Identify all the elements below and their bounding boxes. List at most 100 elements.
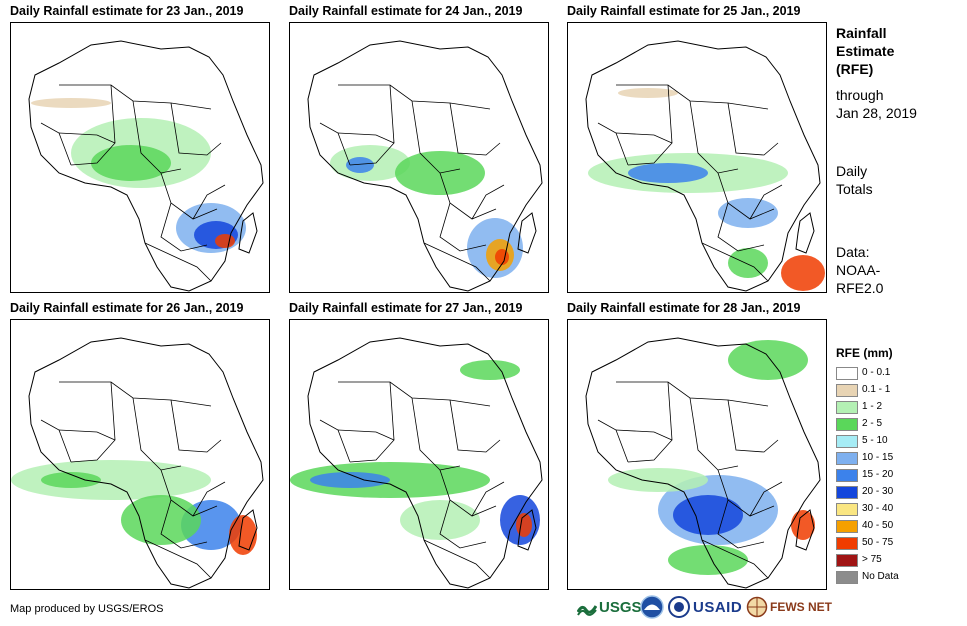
country-border xyxy=(717,202,765,252)
country-border xyxy=(749,184,783,220)
country-border xyxy=(627,84,673,166)
country-border xyxy=(337,132,395,144)
legend-label: 1 - 2 xyxy=(862,401,883,412)
country-border xyxy=(160,499,208,549)
rainfall-area xyxy=(121,495,201,545)
rainfall-map xyxy=(10,319,270,590)
legend-swatch xyxy=(836,537,858,550)
legend-label: 2 - 5 xyxy=(862,418,883,429)
country-border xyxy=(144,539,212,579)
country-border xyxy=(615,132,673,144)
rainfall-area xyxy=(400,500,480,540)
panel-title: Daily Rainfall estimate for 25 Jan., 201… xyxy=(567,4,801,18)
country-border xyxy=(717,172,775,220)
africa-map xyxy=(290,23,548,292)
rainfall-area xyxy=(608,468,708,492)
through-date: Jan 28, 2019 xyxy=(836,105,917,121)
rainfall-area xyxy=(781,255,825,291)
country-border xyxy=(717,499,765,549)
africa-map xyxy=(11,320,269,589)
rainfall-area xyxy=(673,495,743,535)
data-line: Data: xyxy=(836,244,870,260)
panel-title: Daily Rainfall estimate for 23 Jan., 201… xyxy=(10,4,244,18)
rainfall-area xyxy=(495,249,509,265)
legend-label: 30 - 40 xyxy=(862,503,894,514)
coastline xyxy=(28,337,264,589)
rainfall-area xyxy=(91,145,171,181)
rainfall-area xyxy=(718,198,778,228)
rainfall-area xyxy=(31,98,111,108)
country-border xyxy=(439,469,497,517)
madagascar-outline xyxy=(238,212,258,254)
usaid-logo-text: USAID xyxy=(693,598,743,616)
madagascar-outline xyxy=(517,212,537,254)
heading-line: Rainfall xyxy=(836,25,887,41)
rainfall-map xyxy=(289,319,549,590)
country-border xyxy=(411,397,461,471)
coastline xyxy=(307,337,543,589)
country-border xyxy=(689,100,739,174)
country-border xyxy=(449,399,501,453)
noaa-emblem-icon xyxy=(640,595,664,619)
legend-swatch xyxy=(836,435,858,448)
rainfall-area xyxy=(215,234,235,248)
country-border xyxy=(160,202,208,252)
africa-map xyxy=(568,320,826,589)
rainfall-area xyxy=(41,472,101,488)
map-background xyxy=(11,320,269,589)
sidebar-heading: Rainfall Estimate (RFE) xyxy=(836,24,894,78)
rainfall-area xyxy=(791,510,815,540)
rainfall-map xyxy=(567,319,827,590)
fewsnet-logo: FEWS NET xyxy=(746,594,832,620)
country-border xyxy=(132,100,182,174)
panel-title: Daily Rainfall estimate for 28 Jan., 201… xyxy=(567,301,801,315)
legend-swatch xyxy=(836,486,858,499)
coastline xyxy=(585,40,821,292)
totals-line: Totals xyxy=(836,181,873,197)
madagascar-outline xyxy=(517,509,537,551)
legend-swatch xyxy=(836,520,858,533)
rainfall-map xyxy=(10,22,270,293)
panel-title: Daily Rainfall estimate for 27 Jan., 201… xyxy=(289,301,523,315)
country-border xyxy=(160,172,218,220)
through-label: through xyxy=(836,87,884,103)
legend-swatch xyxy=(836,367,858,380)
legend-label: 40 - 50 xyxy=(862,520,894,531)
data-line: RFE2.0 xyxy=(836,280,884,296)
usaid-logo: USAID xyxy=(668,594,742,620)
coastline xyxy=(307,40,543,292)
country-border xyxy=(471,184,505,220)
country-border xyxy=(439,499,487,549)
country-border xyxy=(170,399,222,453)
usgs-logo-text: USGS xyxy=(599,598,642,616)
madagascar-outline xyxy=(795,509,815,551)
country-border xyxy=(40,419,72,463)
sidebar-data-source: Data: NOAA- RFE2.0 xyxy=(836,243,883,297)
country-border xyxy=(70,381,116,463)
usgs-wave-icon xyxy=(577,605,597,616)
rainfall-area xyxy=(310,472,390,488)
legend-label: 20 - 30 xyxy=(862,486,894,497)
rainfall-area xyxy=(728,248,768,278)
country-border xyxy=(701,242,769,282)
fewsnet-logo-text: FEWS NET xyxy=(770,600,832,614)
africa-map xyxy=(11,23,269,292)
fewsnet-globe-icon xyxy=(746,596,768,618)
country-border xyxy=(439,172,497,220)
africa-map xyxy=(290,320,548,589)
data-line: NOAA- xyxy=(836,262,881,278)
rainfall-area xyxy=(668,545,748,575)
usgs-logo: USGS xyxy=(577,594,642,620)
legend-swatch xyxy=(836,418,858,431)
coastline xyxy=(28,40,264,292)
legend-swatch xyxy=(836,554,858,567)
rainfall-area xyxy=(618,88,678,98)
country-border xyxy=(337,429,395,441)
heading-line: (RFE) xyxy=(836,61,874,77)
legend-label: 0 - 0.1 xyxy=(862,367,891,378)
country-border xyxy=(717,469,775,517)
country-border xyxy=(727,399,779,453)
country-border xyxy=(58,132,116,144)
country-border xyxy=(597,419,629,463)
legend-swatch xyxy=(836,401,858,414)
